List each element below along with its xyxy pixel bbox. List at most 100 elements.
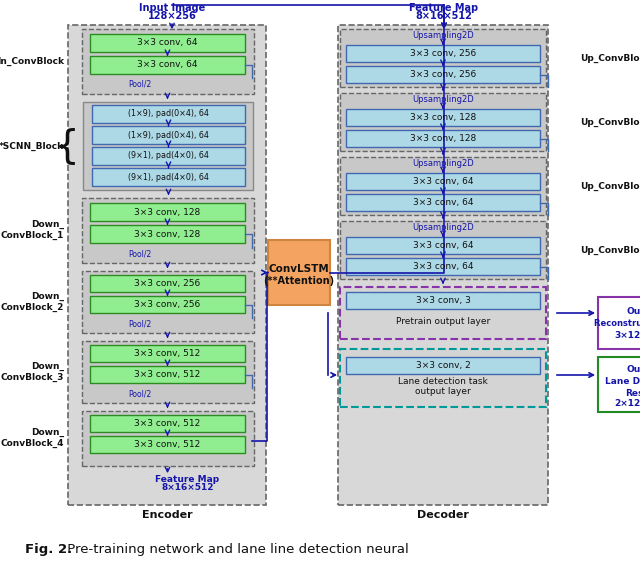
Text: Decoder: Decoder	[417, 510, 469, 520]
Bar	[82, 271, 254, 333]
Text: 3×3 conv, 128: 3×3 conv, 128	[410, 113, 476, 122]
Bar	[82, 341, 254, 403]
Text: 3×3 conv, 256: 3×3 conv, 256	[134, 300, 200, 309]
Bar	[82, 29, 254, 94]
Text: 3×3 conv, 256: 3×3 conv, 256	[410, 70, 476, 79]
Text: 3×3 conv, 64: 3×3 conv, 64	[137, 61, 198, 70]
Text: (9×1), pad(4×0), 64: (9×1), pad(4×0), 64	[128, 172, 209, 181]
Text: Fig. 2.: Fig. 2.	[25, 544, 72, 556]
Bar	[340, 29, 546, 87]
Bar	[90, 436, 245, 453]
Bar	[346, 292, 540, 309]
Text: 3×3 conv, 128: 3×3 conv, 128	[410, 134, 476, 143]
Text: Pool/2: Pool/2	[129, 79, 152, 88]
Bar	[90, 345, 245, 362]
Bar	[90, 203, 245, 221]
Bar	[346, 66, 540, 83]
Text: (1×9), pad(0×4), 64: (1×9), pad(0×4), 64	[128, 130, 209, 139]
Bar	[92, 105, 245, 123]
Text: Upsampling2D: Upsampling2D	[412, 223, 474, 232]
Text: 2×128×256: 2×128×256	[614, 400, 640, 408]
Bar	[346, 194, 540, 211]
Text: 3×3 conv, 64: 3×3 conv, 64	[413, 177, 473, 186]
Text: (9×1), pad(4×0), 64: (9×1), pad(4×0), 64	[128, 151, 209, 160]
Bar	[340, 221, 546, 279]
Bar	[346, 130, 540, 147]
Text: Reconstructed Image: Reconstructed Image	[593, 319, 640, 328]
Text: Pretrain output layer: Pretrain output layer	[396, 318, 490, 327]
Text: Lane detection task: Lane detection task	[398, 378, 488, 387]
Text: In_ConvBlock: In_ConvBlock	[0, 57, 64, 66]
Bar	[346, 109, 540, 126]
Text: 3×3 conv, 256: 3×3 conv, 256	[134, 279, 200, 288]
Text: Pool/2: Pool/2	[129, 249, 152, 259]
Text: 3×3 conv, 512: 3×3 conv, 512	[134, 419, 200, 428]
Text: Up_ConvBlock_1: Up_ConvBlock_1	[580, 53, 640, 62]
Text: 128×256: 128×256	[148, 11, 196, 21]
Text: Upsampling2D: Upsampling2D	[412, 95, 474, 104]
Bar	[340, 287, 546, 339]
Bar	[90, 56, 245, 74]
Bar	[340, 93, 546, 151]
Text: 3×3 conv, 64: 3×3 conv, 64	[413, 241, 473, 250]
Bar	[346, 45, 540, 62]
Text: 3×3 conv, 512: 3×3 conv, 512	[134, 349, 200, 358]
Bar	[346, 173, 540, 190]
Text: 3×3 conv, 512: 3×3 conv, 512	[134, 440, 200, 449]
Text: ConvLSTM: ConvLSTM	[269, 264, 330, 273]
Text: Up_ConvBlock_3: Up_ConvBlock_3	[580, 181, 640, 191]
Text: Encoder: Encoder	[141, 510, 192, 520]
Text: (1×9), pad(0×4), 64: (1×9), pad(0×4), 64	[128, 109, 209, 119]
Text: 8×16×512: 8×16×512	[161, 483, 214, 492]
Bar	[268, 240, 330, 305]
Text: Down_
ConvBlock_4: Down_ ConvBlock_4	[1, 428, 64, 448]
Text: Up_ConvBlock_4: Up_ConvBlock_4	[580, 246, 640, 255]
Text: 3×3 conv, 2: 3×3 conv, 2	[415, 361, 470, 370]
Bar	[90, 296, 245, 313]
Text: Output: Output	[626, 307, 640, 315]
Text: Pool/2: Pool/2	[129, 390, 152, 399]
Text: Output: Output	[626, 365, 640, 374]
Text: 3×3 conv, 3: 3×3 conv, 3	[415, 296, 470, 305]
Text: Results: Results	[625, 388, 640, 397]
Bar	[92, 126, 245, 144]
Bar	[90, 225, 245, 243]
Text: Input Image: Input Image	[139, 3, 205, 13]
Text: Down_
ConvBlock_2: Down_ ConvBlock_2	[1, 292, 64, 312]
Text: (**Attention): (**Attention)	[264, 276, 335, 286]
Text: Lane Detection: Lane Detection	[605, 376, 640, 386]
Text: Up_ConvBlock_2: Up_ConvBlock_2	[580, 117, 640, 126]
Bar	[92, 168, 245, 186]
Text: {: {	[54, 127, 79, 165]
Bar	[346, 237, 540, 254]
Bar	[92, 147, 245, 165]
Bar	[598, 357, 640, 412]
Text: Down_
ConvBlock_3: Down_ ConvBlock_3	[1, 362, 64, 382]
Text: Feature Map: Feature Map	[410, 3, 479, 13]
Bar	[346, 357, 540, 374]
Text: 3×128×256: 3×128×256	[614, 331, 640, 340]
Text: 3×3 conv, 128: 3×3 conv, 128	[134, 230, 200, 239]
Text: 3×3 conv, 64: 3×3 conv, 64	[137, 39, 198, 48]
Bar	[82, 411, 254, 466]
Bar	[338, 25, 548, 505]
Text: 3×3 conv, 64: 3×3 conv, 64	[413, 198, 473, 207]
Text: *SCNN_Block: *SCNN_Block	[0, 141, 64, 151]
Text: Upsampling2D: Upsampling2D	[412, 32, 474, 40]
Text: 3×3 conv, 256: 3×3 conv, 256	[410, 49, 476, 58]
Bar	[68, 25, 266, 505]
Bar	[598, 297, 640, 349]
Text: 8×16×512: 8×16×512	[415, 11, 472, 21]
Text: output layer: output layer	[415, 387, 471, 396]
Bar	[83, 102, 253, 190]
Bar	[82, 198, 254, 263]
Bar	[90, 415, 245, 432]
Bar	[340, 157, 546, 215]
Text: Pre-training network and lane line detection neural: Pre-training network and lane line detec…	[63, 544, 409, 556]
Text: Upsampling2D: Upsampling2D	[412, 159, 474, 168]
Text: 3×3 conv, 128: 3×3 conv, 128	[134, 208, 200, 217]
Bar	[90, 34, 245, 52]
Bar	[90, 275, 245, 292]
Text: Feature Map: Feature Map	[156, 475, 220, 484]
Bar	[346, 258, 540, 275]
